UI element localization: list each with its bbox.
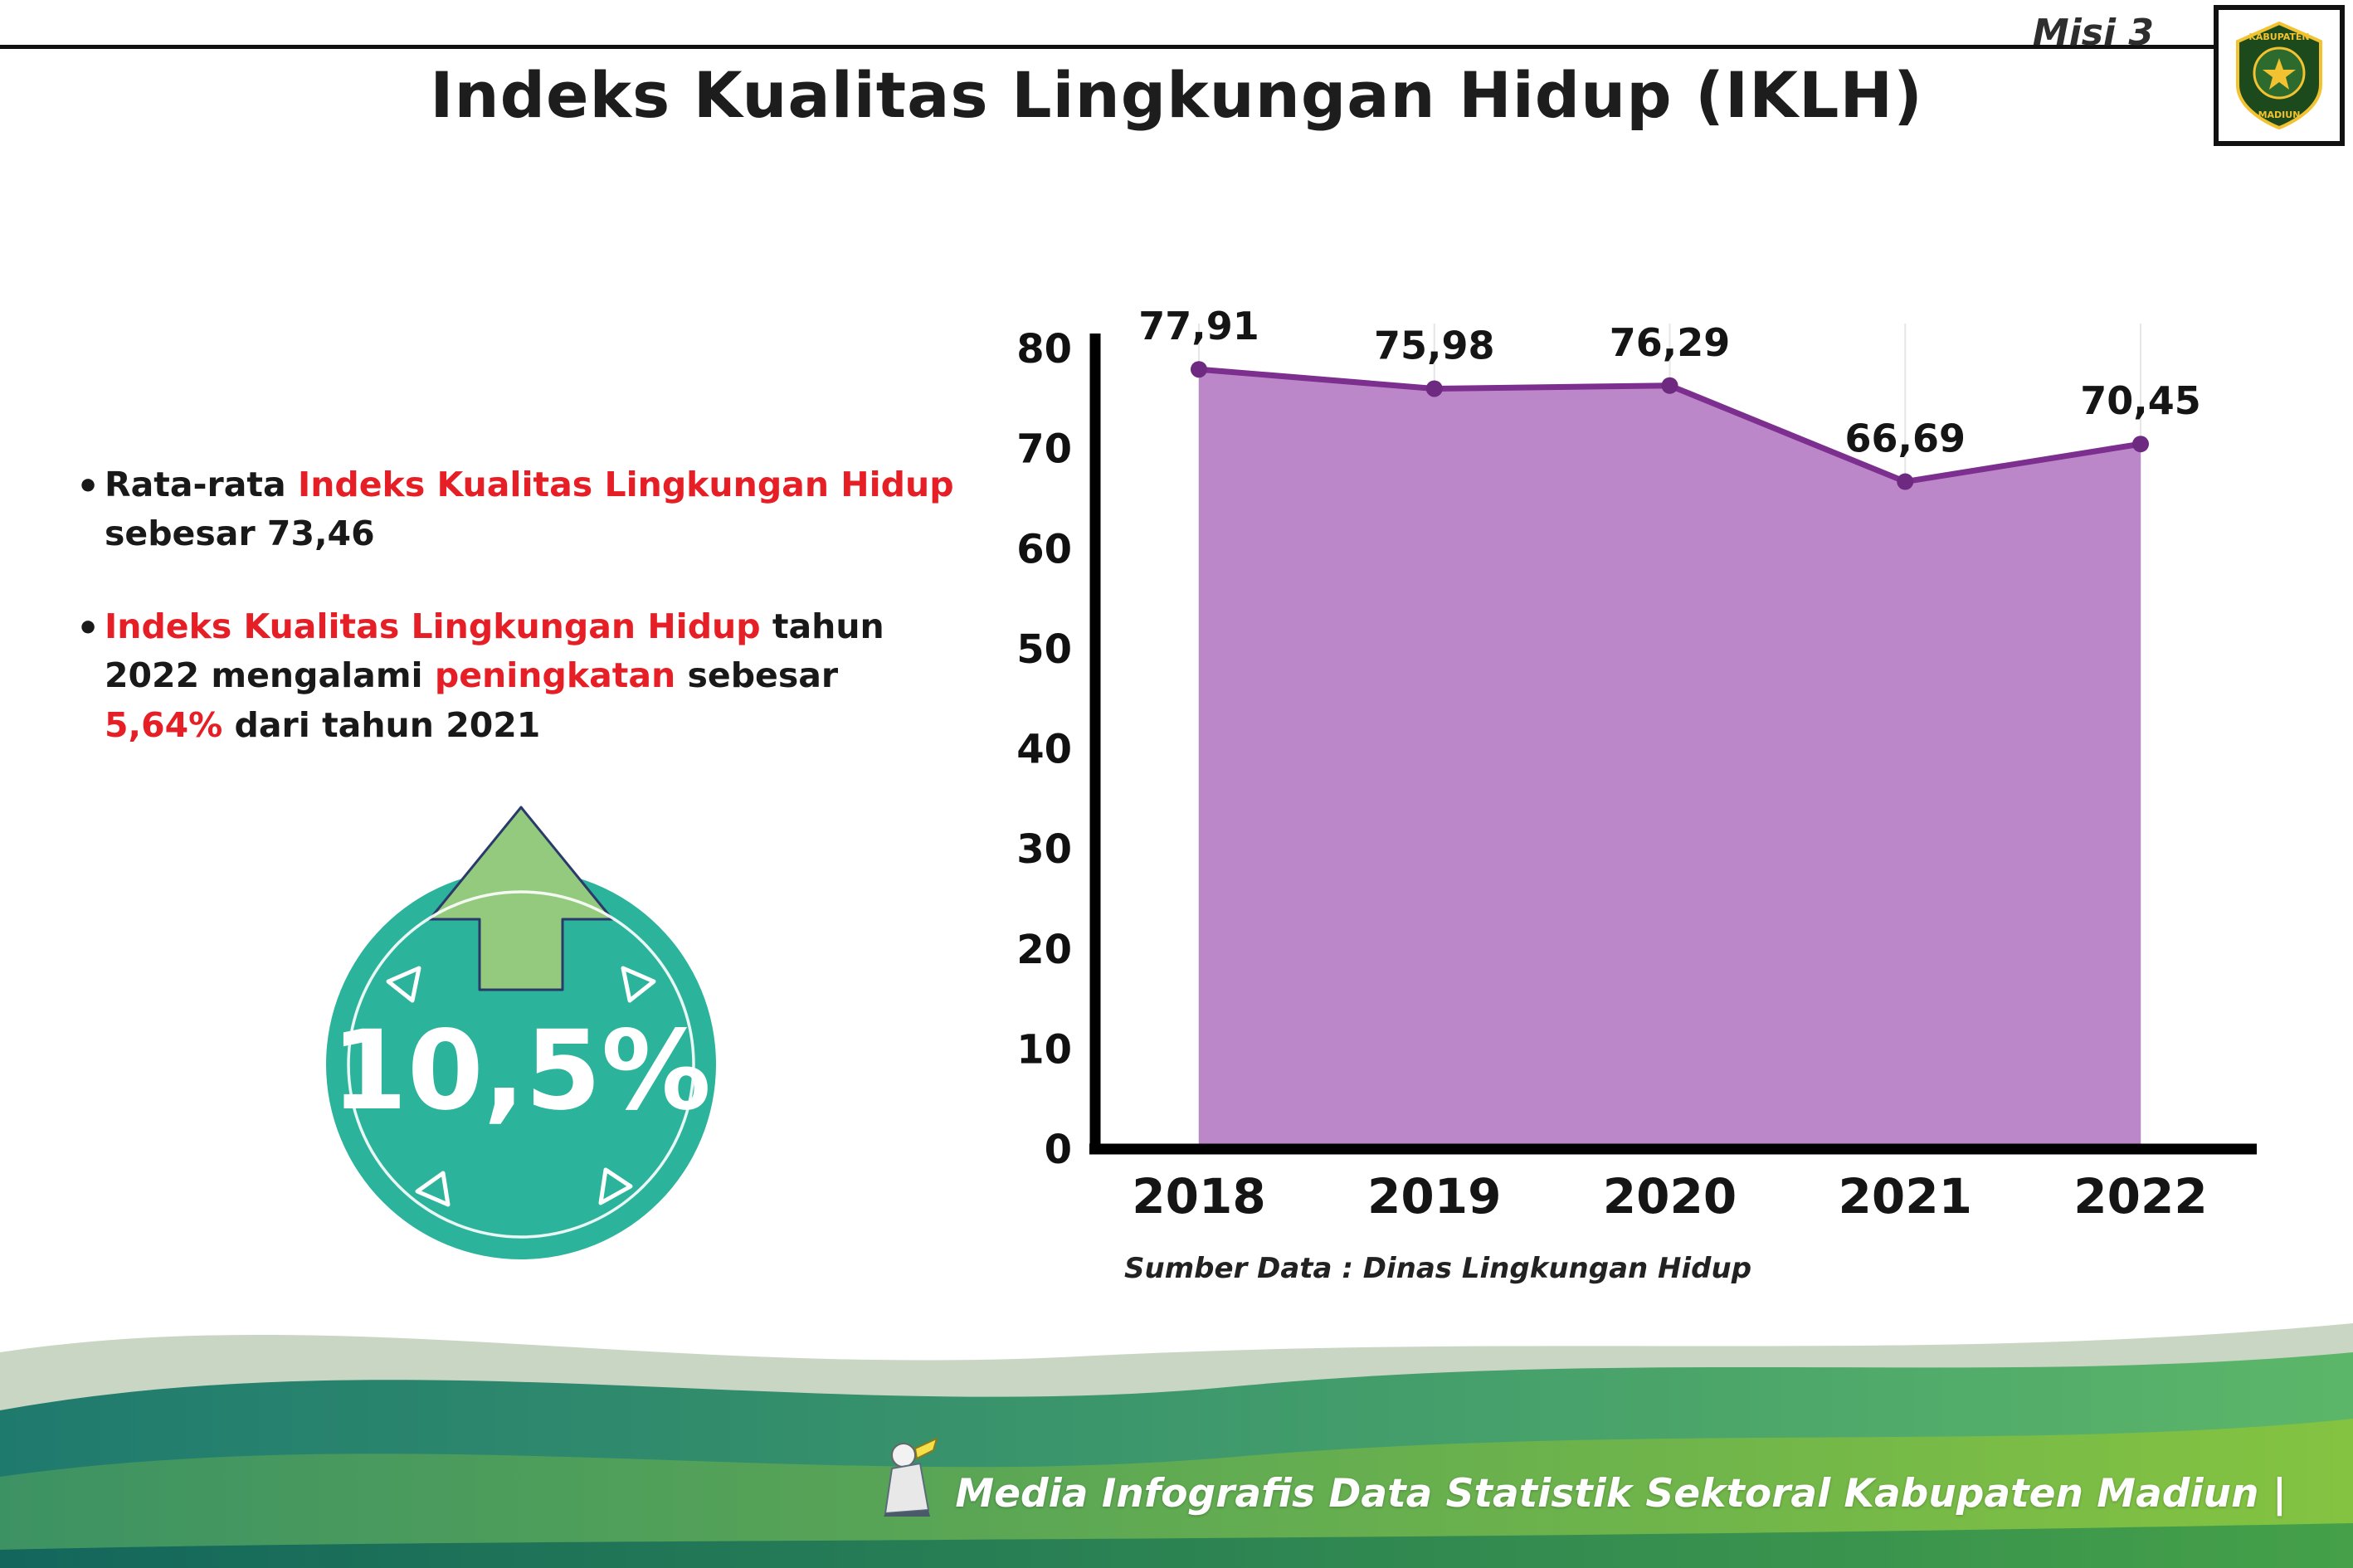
badge-value: 10,5% (331, 1007, 711, 1135)
bullet-list: • Rata-rata Indeks Kualitas Lingkungan H… (76, 460, 964, 793)
bullet2-highlight1: Indeks Kualitas Lingkungan Hidup (105, 606, 761, 646)
decor-triangle-icon (598, 1167, 633, 1205)
bullet2-part6: dari tahun 2021 (222, 704, 541, 745)
x-tick-label: 2020 (1603, 1168, 1737, 1225)
mascot-head (891, 1443, 917, 1468)
mascot-body (884, 1462, 930, 1515)
bullet-marker: • (76, 606, 100, 650)
logo-top-text: KABUPATEN (2248, 32, 2309, 42)
bullet-item-increase: • Indeks Kualitas Lingkungan Hidup tahun… (76, 602, 964, 750)
y-tick-label: 10 (1016, 1026, 1072, 1073)
chart-source: Sumber Data : Dinas Lingkungan Hidup (1124, 1252, 1751, 1285)
logo-bottom-text: MADIUN (2258, 110, 2301, 120)
pencil-icon (914, 1437, 938, 1460)
bullet1-text: Rata-rata Indeks Kualitas Lingkungan Hid… (105, 460, 964, 559)
decor-triangle-icon (621, 966, 656, 1003)
bullet-marker: • (76, 465, 100, 508)
data-point-label: 66,69 (1844, 416, 1966, 461)
header-divider (0, 45, 2225, 49)
y-tick-label: 70 (1016, 426, 1072, 473)
footer-credit-text: Media Infografis Data Statistik Sektoral… (955, 1471, 2287, 1517)
footer-wave (0, 1323, 2353, 1568)
wave-bottom-strip (0, 1523, 2353, 1568)
up-arrow-icon (428, 806, 614, 991)
data-point-label: 70,45 (2080, 378, 2201, 423)
page-title: Indeks Kualitas Lingkungan Hidup (IKLH) (430, 58, 1923, 132)
bullet2-part4: sebesar (675, 655, 839, 696)
data-point-label: 76,29 (1610, 320, 1731, 365)
iklh-area-chart: Sumber Data : Dinas Lingkungan Hidup 77,… (962, 290, 2340, 1327)
badge-circle (326, 869, 716, 1259)
chart-canvas: Sumber Data : Dinas Lingkungan Hidup 77,… (1016, 304, 2257, 1285)
area-fill (1199, 369, 2141, 1149)
data-point (1425, 380, 1443, 397)
bullet1-part3: sebesar 73,46 (105, 514, 375, 554)
data-point (2132, 436, 2149, 453)
misi-label: Misi 3 (2032, 12, 2154, 54)
decor-triangle-icon (386, 966, 421, 1003)
star-icon (2263, 58, 2296, 90)
y-tick-label: 60 (1016, 526, 1072, 572)
bullet1-highlight: Indeks Kualitas Lingkungan Hidup (297, 465, 954, 504)
bullet-item-average: • Rata-rata Indeks Kualitas Lingkungan H… (76, 460, 964, 559)
bullet2-text: Indeks Kualitas Lingkungan Hidup tahun 2… (105, 602, 964, 750)
y-tick-label: 40 (1016, 727, 1072, 773)
y-tick-label: 20 (1016, 927, 1072, 973)
mascot-base (884, 1510, 931, 1517)
data-point (1897, 473, 1914, 490)
x-tick-label: 2018 (1132, 1168, 1265, 1225)
badge-ring (347, 890, 695, 1239)
shield-icon: KABUPATEN MADIUN (2236, 21, 2322, 130)
x-tick-label: 2019 (1367, 1168, 1501, 1225)
footer-credit: Media Infografis Data Statistik Sektoral… (879, 1437, 2287, 1517)
y-tick-label: 30 (1016, 826, 1072, 873)
x-tick-label: 2021 (1839, 1168, 1972, 1225)
y-tick-label: 50 (1016, 626, 1072, 673)
data-point (1661, 377, 1678, 394)
decor-triangle-icon (415, 1171, 451, 1207)
bullet2-highlight2: peningkatan (434, 655, 676, 696)
wave-green (0, 1419, 2353, 1568)
data-point-label: 75,98 (1374, 323, 1495, 368)
bullet2-highlight3: 5,64% (105, 704, 223, 745)
kabupaten-madiun-logo: KABUPATEN MADIUN (2214, 5, 2345, 146)
y-tick-label: 0 (1045, 1127, 1072, 1173)
increase-badge: 10,5% (326, 806, 716, 1259)
y-tick-label: 80 (1016, 326, 1072, 373)
mascot-icon (884, 1437, 938, 1517)
x-tick-label: 2022 (2073, 1168, 2207, 1225)
bullet1-part1: Rata-rata (105, 465, 298, 504)
bullet2-part2: tahun 2022 mengalami (105, 606, 884, 696)
data-point (1191, 361, 1207, 378)
data-point-label: 77,91 (1138, 304, 1259, 348)
